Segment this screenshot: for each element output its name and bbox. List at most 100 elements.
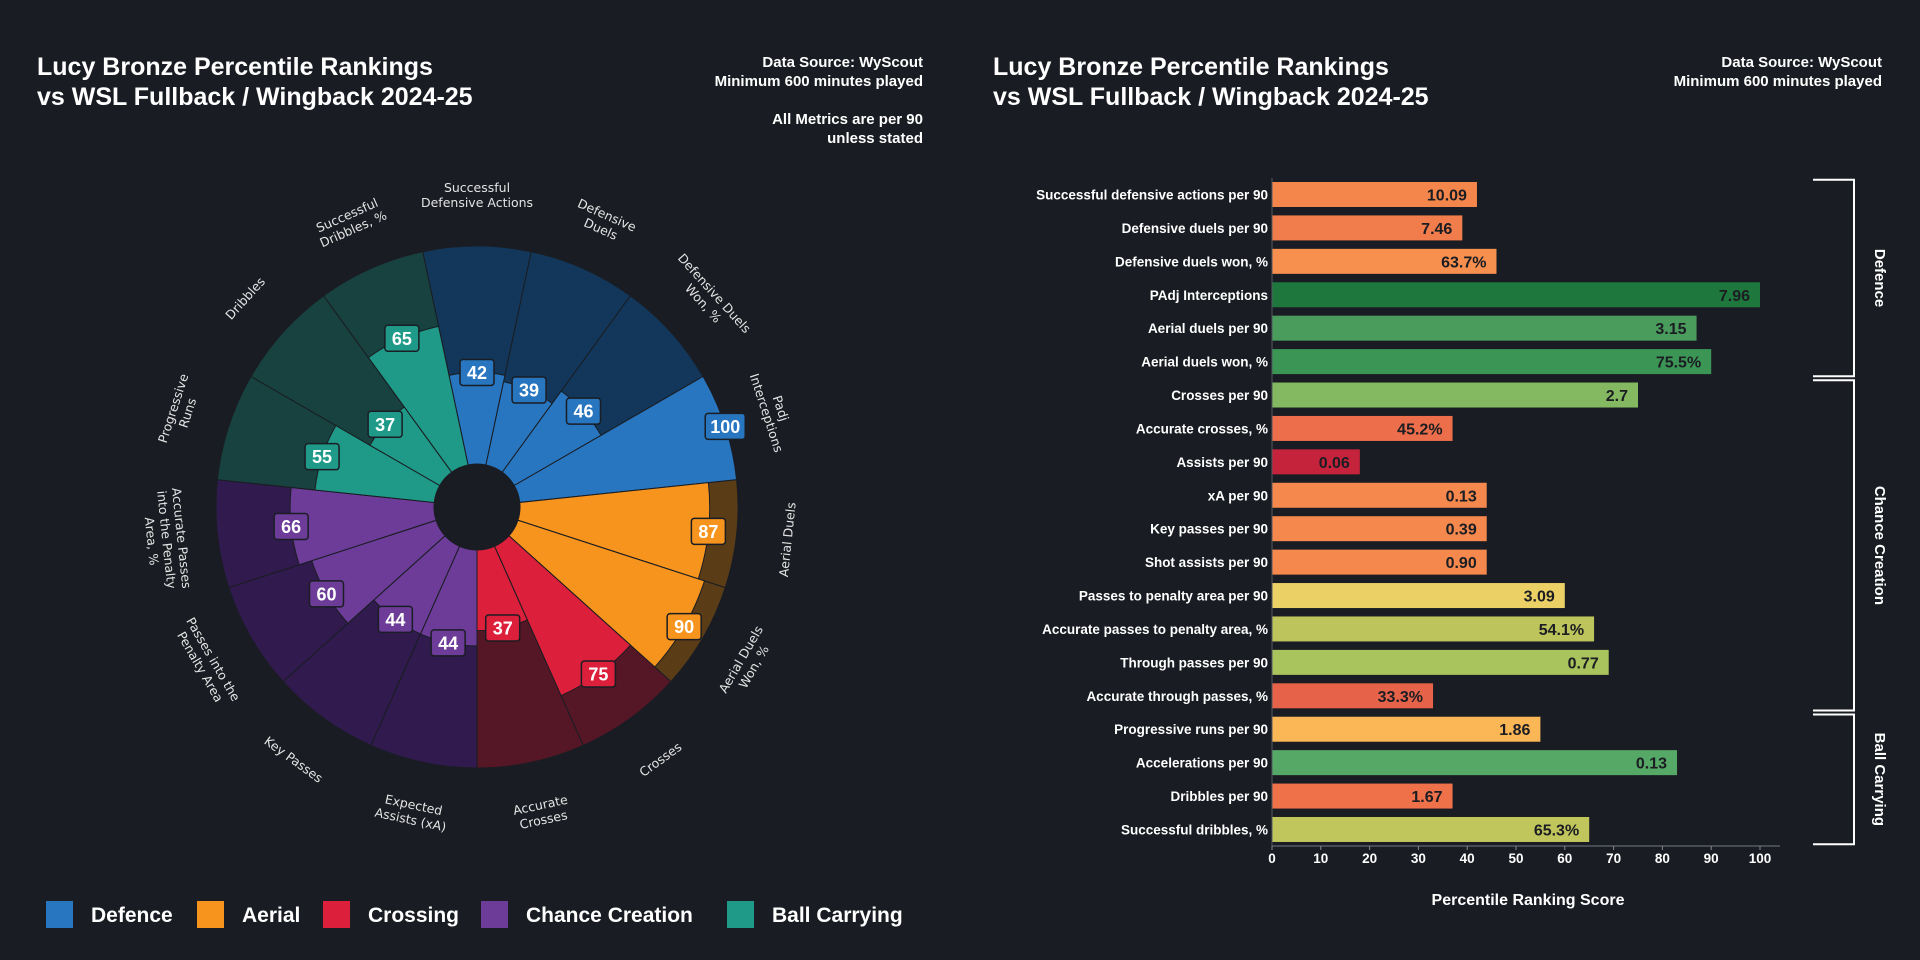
legend-swatch	[727, 901, 754, 928]
bar-row: Defensive duels won, % 63.7%	[1115, 248, 1497, 274]
bar	[1272, 549, 1487, 575]
bar	[1272, 482, 1487, 508]
bar-row: Successful dribbles, % 65.3%	[1121, 816, 1590, 842]
bar-value-label: 63.7%	[1441, 254, 1486, 271]
x-tick-label: 80	[1655, 851, 1670, 866]
bar-label: Aerial duels per 90	[1148, 321, 1268, 336]
badge-value: 55	[312, 447, 332, 467]
bar-label: xA per 90	[1208, 488, 1268, 503]
bar-label: Defensive duels per 90	[1122, 221, 1268, 236]
badge-box	[484, 614, 521, 642]
value-badge: 90	[666, 612, 702, 641]
badge-box	[666, 612, 702, 641]
bar-value-label: 7.46	[1421, 221, 1452, 238]
legend-label: Chance Creation	[526, 904, 693, 927]
bar-value-label: 75.5%	[1656, 355, 1701, 372]
bar	[1272, 382, 1638, 408]
bar	[1272, 215, 1463, 241]
bar-row: Shot assists per 90 0.90	[1145, 549, 1487, 575]
badge-box	[367, 410, 403, 439]
metric-label-line: Successful	[444, 180, 510, 195]
badge-box	[308, 580, 345, 608]
bar-row: Accurate crosses, % 45.2%	[1136, 415, 1453, 441]
left-title-line-2: vs WSL Fullback / Wingback 2024-25	[37, 83, 473, 111]
bar-value-label: 54.1%	[1539, 622, 1584, 639]
x-axis-title: Percentile Ranking Score	[1432, 892, 1625, 909]
bar-value-label: 0.13	[1446, 488, 1477, 505]
badge-box	[704, 412, 746, 441]
legend-item: Crossing	[323, 901, 459, 928]
right-title-line-2: vs WSL Fullback / Wingback 2024-25	[993, 83, 1429, 111]
group-bracket: Chance Creation	[1813, 379, 1888, 712]
value-badge: 66	[273, 512, 309, 541]
bar-row: Through passes per 90 0.77	[1120, 649, 1609, 675]
legend-label: Crossing	[368, 904, 459, 927]
bar-label: Accurate through passes, %	[1086, 689, 1268, 704]
badge-value: 90	[674, 617, 694, 637]
bracket-line	[1813, 713, 1855, 846]
badge-value: 44	[438, 633, 458, 653]
value-badge: 46	[565, 397, 602, 425]
legend-label: Ball Carrying	[772, 904, 903, 927]
badge-box	[580, 660, 617, 688]
value-badges: 42 39 46 100 87 90 75 37 44 44 60 66 55 37 65	[273, 324, 746, 688]
right-note-minutes: Minimum 600 minutes played	[1674, 73, 1882, 90]
bar-value-label: 1.86	[1499, 722, 1530, 739]
center-hole	[434, 464, 520, 550]
badge-box	[273, 512, 309, 541]
badge-value: 44	[385, 610, 405, 630]
bar-label: Key passes per 90	[1150, 522, 1268, 537]
left-note-metrics: All Metrics are per 90	[772, 111, 923, 128]
bar-row: PAdj Interceptions 7.96	[1150, 282, 1760, 308]
bar-value-label: 2.7	[1606, 388, 1628, 405]
legend-swatch	[46, 901, 73, 928]
bar	[1272, 349, 1712, 375]
badge-value: 100	[710, 417, 740, 437]
x-tick-label: 40	[1460, 851, 1475, 866]
bar-label: PAdj Interceptions	[1150, 288, 1268, 303]
bar-label: Successful dribbles, %	[1121, 822, 1268, 837]
group-bracket: Ball Carrying	[1813, 713, 1888, 846]
legend-item: Defence	[46, 901, 173, 928]
value-badge: 44	[377, 605, 414, 634]
bar-row: Successful defensive actions per 90 10.09	[1036, 182, 1477, 207]
value-badge: 44	[430, 629, 466, 657]
bar-value-label: 7.96	[1719, 288, 1750, 305]
badge-box	[565, 397, 602, 425]
bar	[1272, 616, 1595, 642]
legend-item: Chance Creation	[481, 901, 693, 928]
bar-label: Dribbles per 90	[1170, 789, 1268, 804]
bar	[1272, 516, 1487, 542]
legend-item: Aerial	[197, 901, 300, 928]
bar	[1272, 449, 1360, 475]
badge-box	[384, 324, 420, 353]
bar	[1272, 649, 1609, 675]
bar-row: Accelerations per 90 0.13	[1136, 750, 1678, 776]
bar	[1272, 182, 1477, 207]
bar	[1272, 750, 1678, 776]
bar-label: Assists per 90	[1176, 455, 1268, 470]
badge-value: 87	[698, 522, 718, 542]
x-tick-label: 50	[1508, 851, 1523, 866]
bar-label: Accurate crosses, %	[1136, 421, 1268, 436]
left-title-line-1: Lucy Bronze Percentile Rankings	[37, 53, 433, 81]
bar-row: Accurate passes to penalty area, % 54.1%	[1042, 616, 1595, 642]
x-tick-label: 0	[1268, 851, 1276, 866]
bar-value-label: 3.15	[1655, 321, 1686, 338]
bar-value-label: 1.67	[1411, 789, 1442, 806]
group-bracket: Defence	[1813, 178, 1888, 378]
bar-value-label: 0.06	[1319, 455, 1350, 472]
bar-value-label: 0.90	[1446, 555, 1477, 572]
legend-swatch	[323, 901, 350, 928]
bar-row: Defensive duels per 90 7.46	[1122, 215, 1463, 241]
badge-value: 66	[281, 517, 301, 537]
badge-box	[304, 442, 340, 471]
badge-box	[459, 358, 495, 387]
bar-label: Shot assists per 90	[1145, 555, 1268, 570]
bar	[1272, 415, 1453, 441]
badge-value: 37	[375, 415, 395, 435]
left-note-minutes: Minimum 600 minutes played	[715, 73, 923, 90]
right-title-line-1: Lucy Bronze Percentile Rankings	[993, 53, 1389, 81]
bar-row: Key passes per 90 0.39	[1150, 516, 1487, 542]
badge-value: 46	[573, 402, 593, 422]
